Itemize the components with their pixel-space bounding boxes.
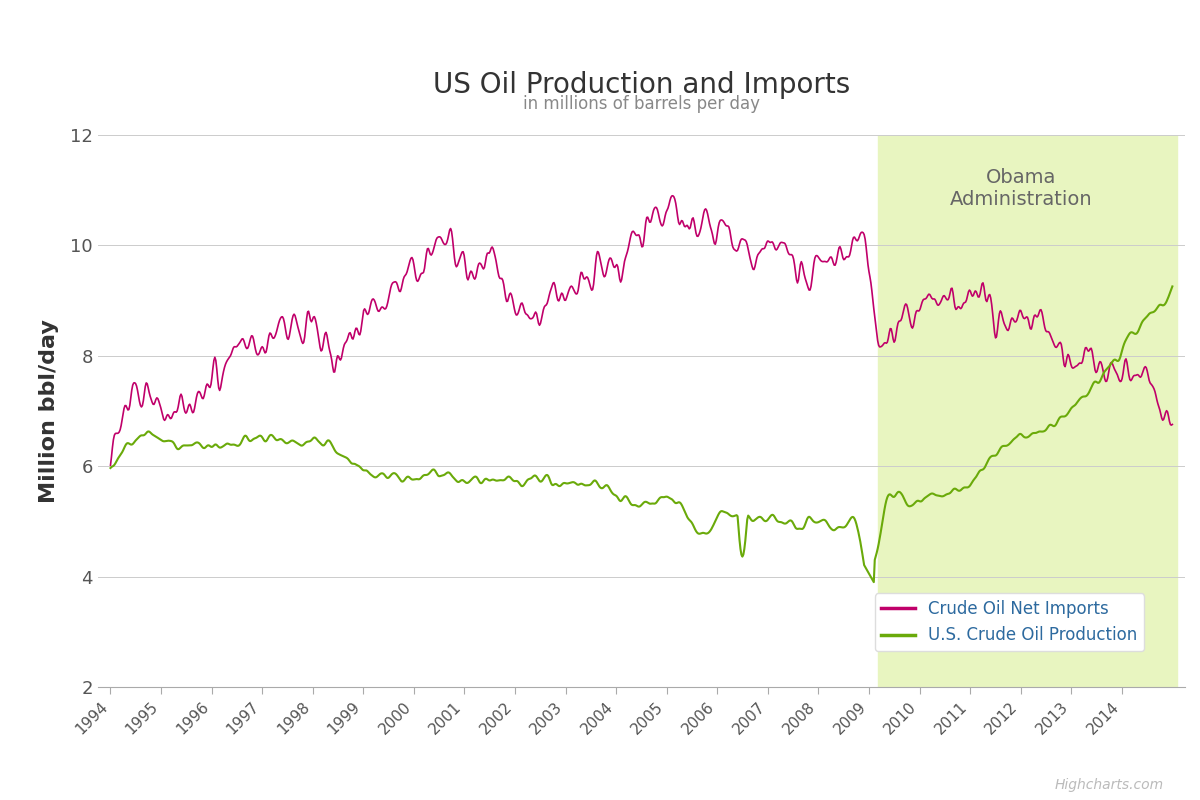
- Legend: Crude Oil Net Imports, U.S. Crude Oil Production: Crude Oil Net Imports, U.S. Crude Oil Pr…: [875, 594, 1144, 651]
- Title: US Oil Production and Imports: US Oil Production and Imports: [433, 71, 850, 99]
- Text: in millions of barrels per day: in millions of barrels per day: [523, 94, 760, 113]
- Text: Obama
Administration: Obama Administration: [949, 168, 1092, 209]
- Text: Highcharts.com: Highcharts.com: [1055, 778, 1164, 792]
- Bar: [877, 134, 1177, 687]
- Y-axis label: Million bbl/day: Million bbl/day: [38, 319, 59, 503]
